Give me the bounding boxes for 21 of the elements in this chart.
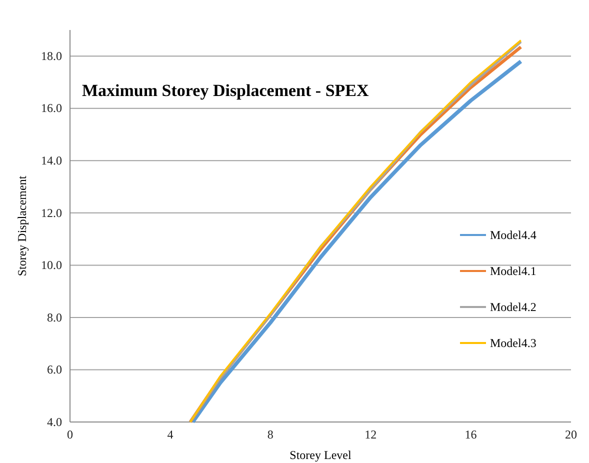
- y-axis-title: Storey Displacement: [15, 175, 29, 276]
- text: Maximum Storey Displacement - SPEX: [82, 81, 370, 100]
- y-tick-label: 16.0: [41, 101, 62, 116]
- y-tick-label: 14.0: [41, 154, 62, 168]
- legend-label: Model4.3: [490, 336, 536, 350]
- x-tick-label: 0: [67, 428, 73, 442]
- y-tick-label: 18.0: [41, 48, 62, 63]
- x-tick-label: 16: [464, 428, 477, 442]
- x-tick-label: 12: [364, 428, 377, 442]
- legend-label: Model4.4: [490, 228, 536, 242]
- y-tick-label: 8.0: [47, 310, 62, 324]
- x-tick-label: 20: [565, 428, 577, 442]
- x-tick-label: 4: [167, 428, 174, 442]
- y-tick-label: 12.0: [41, 206, 62, 220]
- x-axis-title: Storey Level: [290, 448, 352, 462]
- y-tick-label: 6.0: [47, 362, 62, 377]
- legend-label: Model4.1: [490, 264, 536, 278]
- y-tick-label: 10.0: [41, 258, 62, 272]
- y-tick-label: 4.0: [47, 414, 62, 429]
- legend-label: Model4.2: [490, 300, 536, 314]
- x-tick-label: 8: [267, 428, 274, 442]
